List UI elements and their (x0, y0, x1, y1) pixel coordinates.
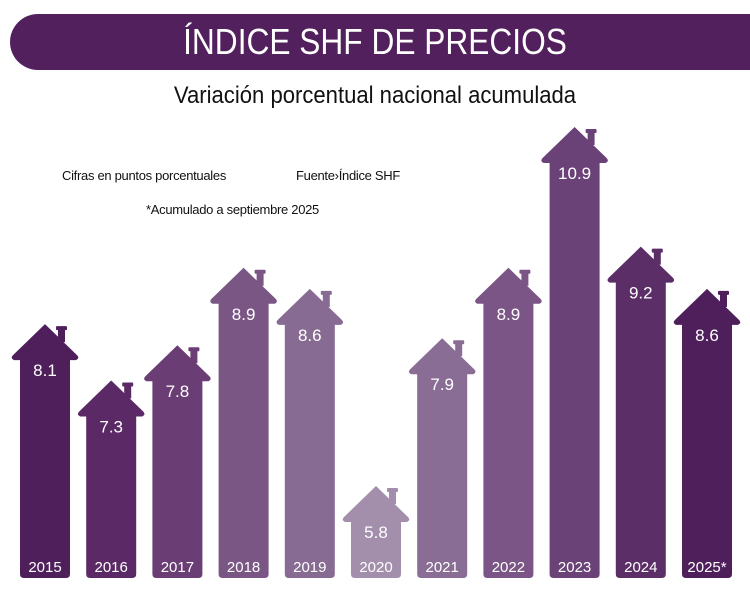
footnote: *Acumulado a septiembre 2025 (146, 202, 319, 217)
house-bar-2020 (342, 486, 410, 578)
year-label: 2016 (95, 559, 128, 576)
year-label: 2021 (426, 559, 459, 576)
value-label: 7.8 (166, 382, 190, 401)
chimney-icon (58, 328, 65, 343)
year-label: 2022 (492, 559, 525, 576)
year-label: 2018 (227, 559, 260, 576)
chimney-icon (124, 384, 132, 399)
value-label: 10.9 (558, 164, 591, 183)
chart-title: ÍNDICE SHF DE PRECIOS (183, 21, 567, 62)
value-label: 9.2 (629, 284, 653, 303)
chimney-icon (190, 349, 198, 364)
chimney-cap-icon (651, 248, 663, 253)
year-label: 2023 (558, 559, 591, 576)
chimney-icon (587, 131, 595, 145)
chimney-icon (720, 292, 727, 307)
year-label: 2019 (293, 559, 326, 576)
house-bar-2025* (673, 288, 741, 578)
chimney-icon (256, 271, 264, 286)
chimney-cap-icon (585, 129, 597, 133)
chimney-icon (653, 250, 661, 265)
chimney-cap-icon (254, 269, 266, 274)
value-label: 8.6 (695, 326, 719, 345)
chimney-cap-icon (320, 290, 332, 295)
house-bar-2017 (144, 345, 211, 578)
chimney-cap-icon (56, 326, 67, 331)
year-label: 2024 (624, 559, 657, 576)
source-note: Fuente›Índice SHF (296, 168, 401, 183)
chimney-cap-icon (387, 488, 398, 493)
house-bar-2021 (408, 338, 476, 578)
value-label: 7.3 (99, 417, 123, 436)
chimney-icon (455, 342, 463, 357)
house-bar-2015 (11, 324, 79, 578)
chimney-cap-icon (453, 340, 465, 345)
value-label: 7.9 (430, 375, 454, 394)
chimney-icon (322, 292, 330, 307)
house-bar-2022 (475, 267, 542, 578)
house-bar-2019 (276, 288, 344, 578)
house-bar-2018 (210, 267, 277, 578)
value-label: 8.9 (497, 305, 521, 324)
house-bar-2016 (77, 380, 145, 578)
title-banner (10, 14, 750, 70)
chart-subtitle: Variación porcentual nacional acumulada (173, 82, 577, 109)
year-label: 2020 (359, 559, 392, 576)
chimney-cap-icon (718, 290, 729, 295)
value-label: 8.1 (33, 361, 57, 380)
year-label: 2025* (687, 559, 726, 576)
chimney-icon (389, 490, 396, 505)
value-label: 5.8 (364, 523, 388, 542)
year-label: 2015 (28, 559, 61, 576)
chimney-cap-icon (122, 382, 134, 387)
chimney-cap-icon (519, 269, 531, 274)
value-label: 8.6 (298, 326, 322, 345)
units-note: Cifras en puntos porcentuales (62, 168, 227, 183)
year-label: 2017 (161, 559, 194, 576)
chimney-icon (521, 271, 529, 286)
house-bar-2024 (607, 246, 675, 578)
house-bar-2023 (541, 127, 608, 578)
value-label: 8.9 (232, 305, 256, 324)
chimney-cap-icon (188, 347, 200, 352)
